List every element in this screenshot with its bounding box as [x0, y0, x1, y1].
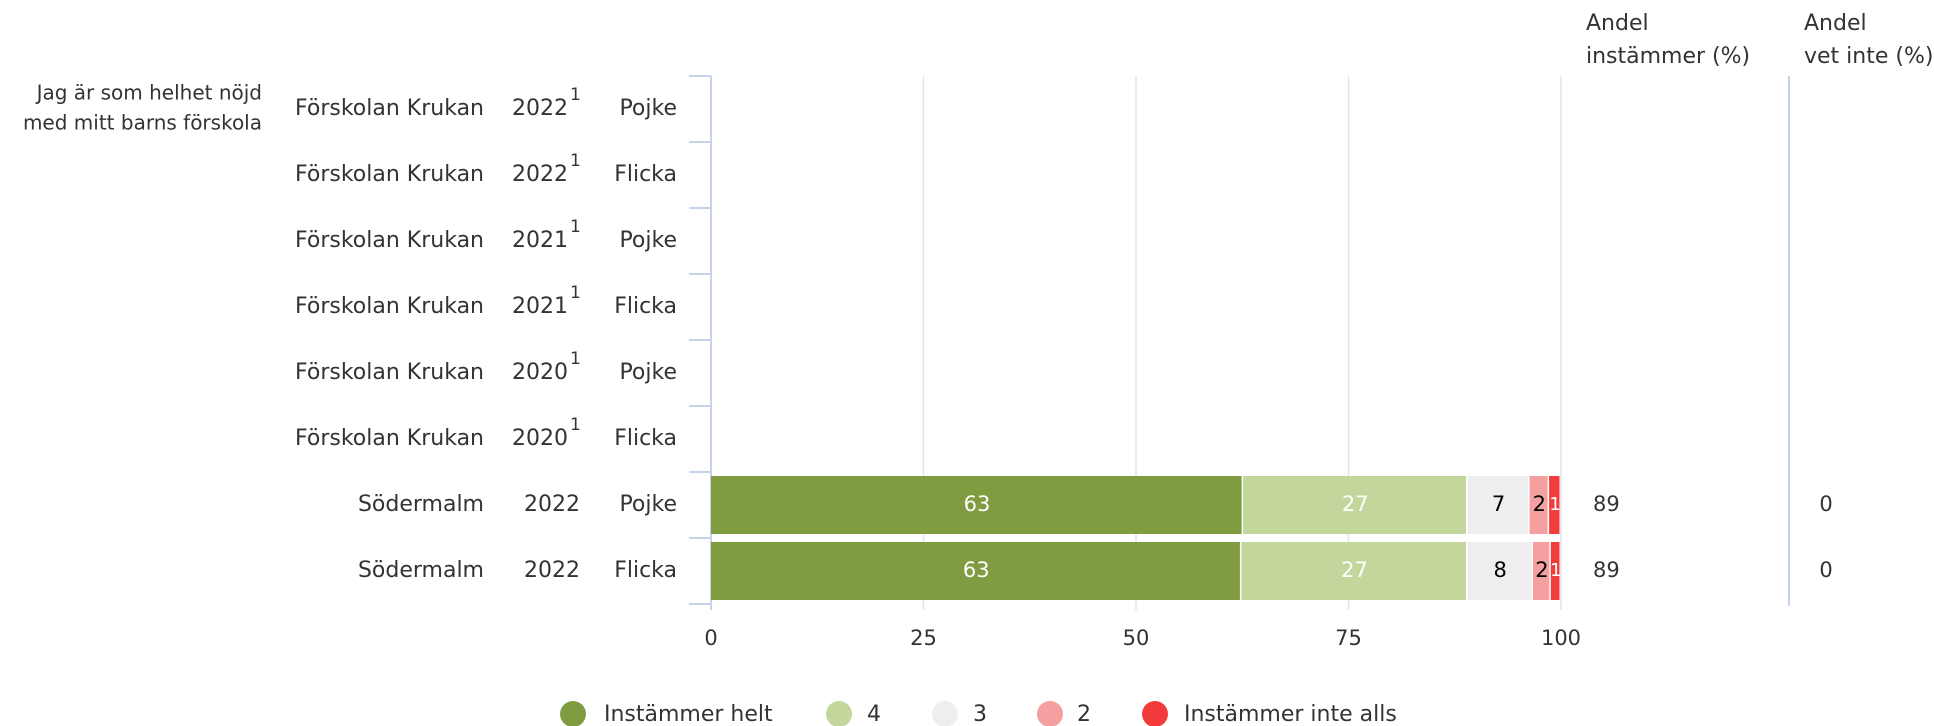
- data-label: 27: [1342, 492, 1369, 516]
- question-label: med mitt barns förskola: [23, 111, 262, 135]
- agree-header: Andel: [1586, 11, 1649, 36]
- unit-label: Förskolan Krukan: [295, 360, 484, 385]
- bar-segment: [1532, 542, 1550, 600]
- gender-label: Pojke: [619, 360, 677, 385]
- bar-segment: [1549, 476, 1560, 534]
- year-label: 2022: [512, 96, 568, 121]
- year-label: 2021: [512, 294, 568, 319]
- data-label: 2: [1535, 558, 1548, 582]
- unit-label: Södermalm: [358, 492, 484, 517]
- bar-segment: [1241, 542, 1466, 600]
- unit-label: Förskolan Krukan: [295, 426, 484, 451]
- dont-know-header: vet inte (%): [1804, 44, 1933, 69]
- gender-label: Pojke: [619, 96, 677, 121]
- legend-marker: [1142, 701, 1168, 726]
- agree-header: instämmer (%): [1586, 44, 1750, 69]
- year-label: 2020: [512, 426, 568, 451]
- bar-segment: [1550, 542, 1560, 600]
- x-tick-label: 100: [1541, 626, 1581, 650]
- gender-label: Flicka: [614, 558, 677, 583]
- footnote-marker: 1: [570, 349, 581, 369]
- footnote-marker: 1: [570, 85, 581, 105]
- data-label: 7: [1492, 492, 1505, 516]
- bar-segment: [1467, 476, 1529, 534]
- unit-label: Förskolan Krukan: [295, 96, 484, 121]
- footnote-marker: 1: [570, 151, 581, 171]
- x-tick-label: 75: [1335, 626, 1362, 650]
- legend-label: 4: [867, 702, 881, 726]
- data-label: 63: [963, 558, 990, 582]
- gender-label: Flicka: [614, 426, 677, 451]
- bar-segment: [711, 542, 1240, 600]
- data-label: 63: [964, 492, 991, 516]
- data-label: 1: [1550, 560, 1561, 581]
- question-label: Jag är som helhet nöjd: [35, 81, 262, 105]
- year-label: 2020: [512, 360, 568, 385]
- footnote-marker: 1: [570, 217, 581, 237]
- legend-label: Instämmer inte alls: [1184, 702, 1397, 726]
- gender-label: Pojke: [619, 228, 677, 253]
- bar-segment: [1243, 476, 1466, 534]
- gender-label: Flicka: [614, 294, 677, 319]
- bar-segment: [1529, 476, 1548, 534]
- data-label: 8: [1494, 558, 1507, 582]
- data-label: 27: [1341, 558, 1368, 582]
- year-label: 2022: [512, 162, 568, 187]
- year-label: 2021: [512, 228, 568, 253]
- legend-marker: [560, 701, 586, 726]
- legend-label: Instämmer helt: [604, 702, 773, 726]
- unit-label: Förskolan Krukan: [295, 228, 484, 253]
- footnote-marker: 1: [570, 415, 581, 435]
- bar-segment: [711, 476, 1242, 534]
- year-label: 2022: [524, 492, 580, 517]
- gender-label: Pojke: [619, 492, 677, 517]
- legend-marker: [1037, 701, 1063, 726]
- legend-label: 2: [1077, 702, 1091, 726]
- bar-segment: [1467, 542, 1532, 600]
- legend-marker: [932, 701, 958, 726]
- unit-label: Södermalm: [358, 558, 484, 583]
- x-tick-label: 25: [910, 626, 937, 650]
- data-label: 2: [1533, 492, 1546, 516]
- agree-value: 89: [1593, 558, 1620, 582]
- gender-label: Flicka: [614, 162, 677, 187]
- x-tick-label: 50: [1123, 626, 1150, 650]
- legend-label: 3: [973, 702, 987, 726]
- legend-marker: [826, 701, 852, 726]
- data-label: 1: [1549, 494, 1560, 515]
- unit-label: Förskolan Krukan: [295, 162, 484, 187]
- agree-value: 89: [1593, 492, 1620, 516]
- unit-label: Förskolan Krukan: [295, 294, 484, 319]
- dont-know-value: 0: [1819, 492, 1832, 516]
- dont-know-value: 0: [1819, 558, 1832, 582]
- x-tick-label: 0: [704, 626, 717, 650]
- footnote-marker: 1: [570, 283, 581, 303]
- dont-know-header: Andel: [1804, 11, 1867, 36]
- year-label: 2022: [524, 558, 580, 583]
